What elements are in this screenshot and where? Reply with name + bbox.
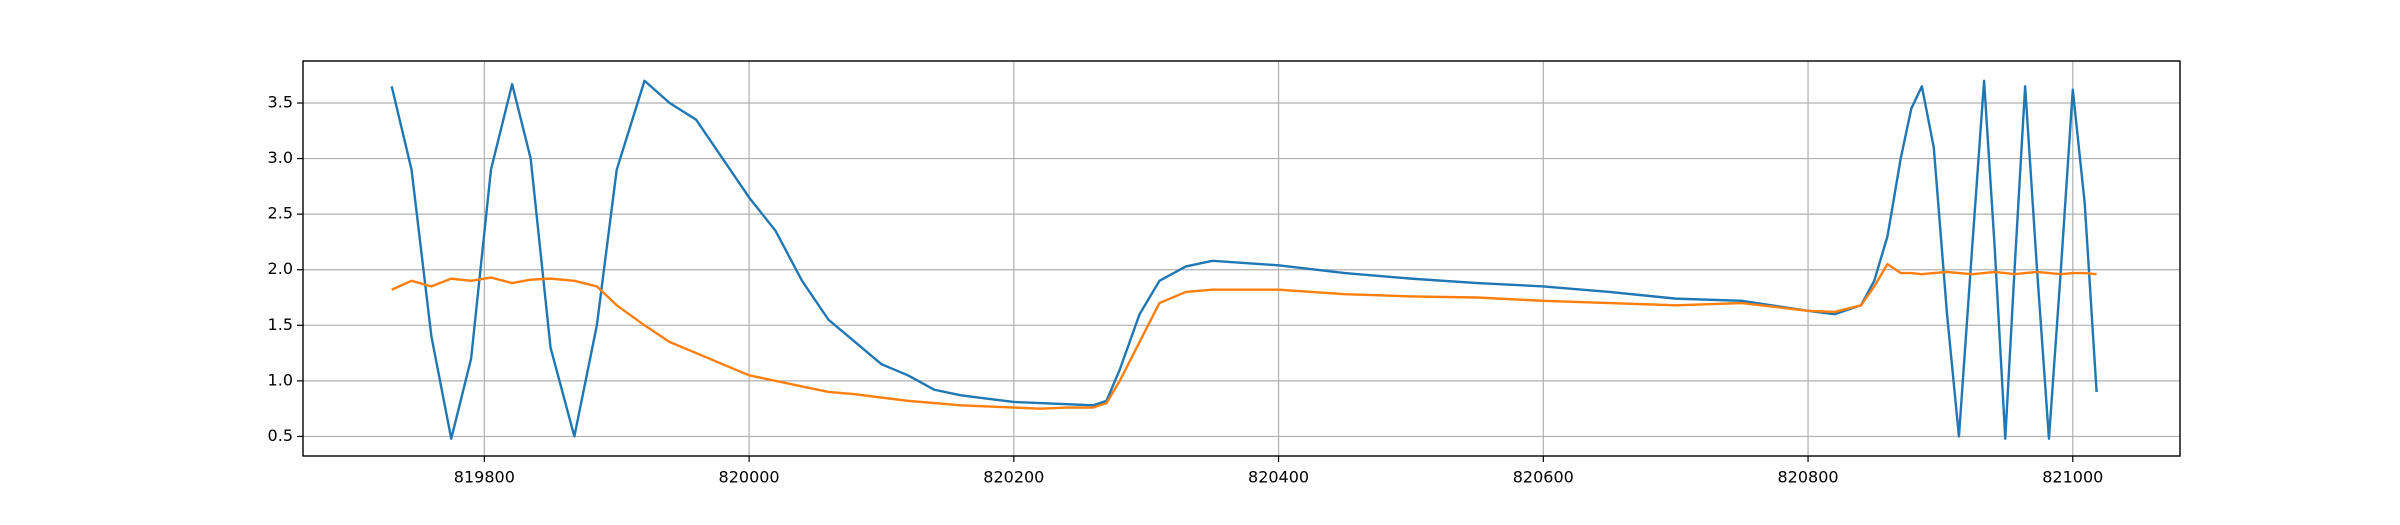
x-tick-label: 820800	[1778, 468, 1839, 487]
x-tick-label: 819800	[454, 468, 515, 487]
x-tick-label: 820600	[1513, 468, 1574, 487]
data-line	[390, 79, 2098, 440]
y-tick-label: 3.5	[268, 93, 293, 112]
y-tick-label: 3.0	[268, 148, 293, 167]
x-tick-label: 820200	[983, 468, 1044, 487]
plot-frame	[302, 60, 2181, 457]
y-tick-label: 0.5	[268, 426, 293, 445]
lines	[390, 79, 2098, 440]
x-tick-label: 820400	[1248, 468, 1309, 487]
x-tick-label: 820000	[719, 468, 780, 487]
y-tick-label: 1.5	[268, 315, 293, 334]
grid	[303, 61, 2180, 456]
data-line	[391, 262, 2097, 410]
x-tick-label: 821000	[2042, 468, 2103, 487]
ticks: 819800 820000 820200 820400 820600 820800 8210…	[268, 93, 2104, 487]
y-tick-label: 2.5	[268, 204, 293, 223]
y-tick-label: 1.0	[268, 370, 293, 389]
y-tick-label: 2.0	[268, 259, 293, 278]
